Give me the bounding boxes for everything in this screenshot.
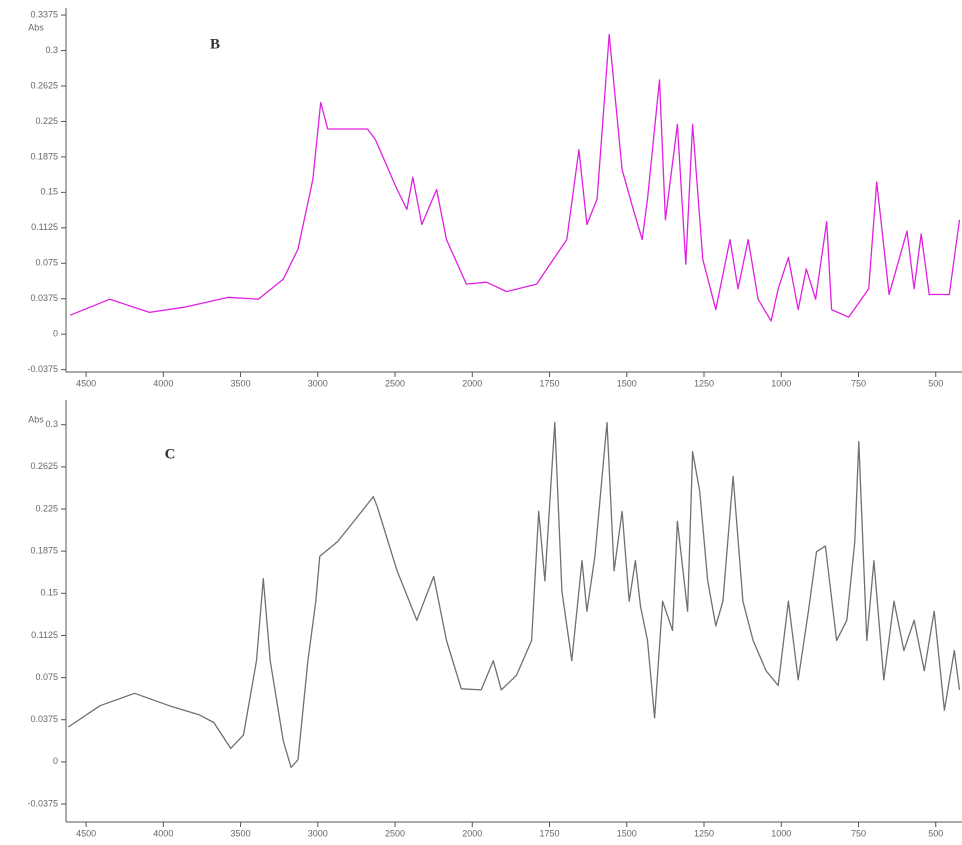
y-axis-label: Abs	[28, 414, 44, 424]
x-tick-label: 2500	[385, 378, 405, 388]
y-tick-label: 0.0375	[30, 293, 58, 303]
y-tick-label: 0.3	[45, 45, 58, 55]
x-tick-label: 3000	[308, 378, 328, 388]
spectrum-line	[67, 421, 961, 769]
y-tick-label: 0.3375	[30, 9, 58, 19]
y-tick-label: 0.2625	[30, 461, 58, 471]
y-tick-label: 0.15	[40, 588, 58, 598]
annotation: B	[210, 36, 220, 52]
y-tick-label: 0	[53, 756, 58, 766]
x-tick-label: 2000	[462, 378, 482, 388]
y-tick-label: 0.1125	[31, 222, 58, 232]
x-tick-label: 1500	[617, 378, 637, 388]
x-tick-label: 1750	[540, 378, 560, 388]
y-tick-label: 0.1125	[31, 630, 58, 640]
y-tick-label: 0.15	[40, 187, 58, 197]
y-tick-label: 0	[53, 329, 58, 339]
y-tick-label: 0.1875	[30, 546, 58, 556]
y-axis-label: Abs	[28, 22, 44, 32]
x-tick-label: 750	[851, 828, 866, 838]
y-tick-label: 0.225	[35, 116, 58, 126]
x-tick-label: 500	[928, 828, 943, 838]
y-tick-label: 0.0375	[30, 714, 58, 724]
y-tick-label: 0.225	[35, 503, 58, 513]
x-tick-label: 4500	[76, 828, 96, 838]
y-tick-label: -0.0375	[27, 364, 58, 374]
annotation: C	[165, 446, 176, 462]
y-tick-label: 0.075	[35, 258, 58, 268]
x-tick-label: 1500	[617, 828, 637, 838]
x-tick-label: 1000	[771, 378, 791, 388]
x-tick-label: 4500	[76, 378, 96, 388]
x-tick-label: 3000	[308, 828, 328, 838]
x-tick-label: 1750	[540, 828, 560, 838]
x-tick-label: 1250	[694, 828, 714, 838]
x-tick-label: 2500	[385, 828, 405, 838]
y-tick-label: 0.2625	[30, 80, 58, 90]
x-tick-label: 500	[928, 378, 943, 388]
x-tick-label: 4000	[153, 378, 173, 388]
y-tick-label: -0.0375	[27, 798, 58, 808]
x-tick-label: 750	[851, 378, 866, 388]
y-tick-label: 0.3	[45, 419, 58, 429]
x-tick-label: 4000	[153, 828, 173, 838]
x-tick-label: 1250	[694, 378, 714, 388]
x-tick-label: 1000	[771, 828, 791, 838]
x-tick-label: 3500	[231, 378, 251, 388]
spectrum-line	[69, 33, 961, 322]
y-tick-label: 0.075	[35, 672, 58, 682]
x-tick-label: 2000	[462, 828, 482, 838]
x-tick-label: 3500	[231, 828, 251, 838]
y-tick-label: 0.1875	[30, 151, 58, 161]
